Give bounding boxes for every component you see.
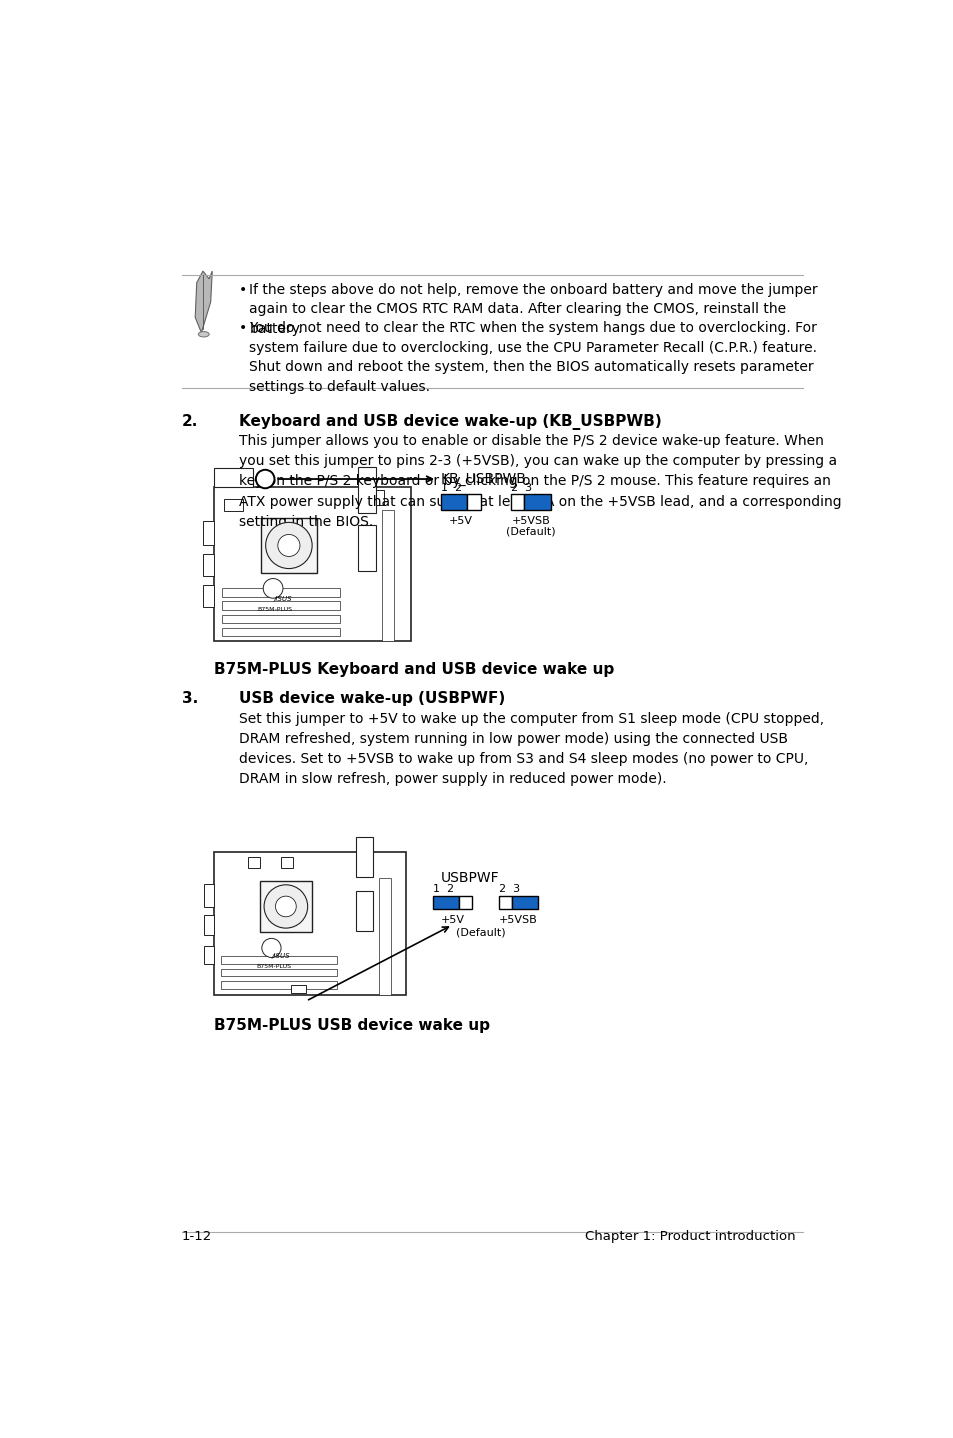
- Bar: [204, 884, 213, 906]
- Text: USB device wake-up (USBPWF): USB device wake-up (USBPWF): [239, 690, 505, 706]
- Text: Set this jumper to +5V to wake up the computer from S1 sleep mode (CPU stopped,
: Set this jumper to +5V to wake up the co…: [239, 712, 823, 785]
- Polygon shape: [195, 272, 212, 332]
- Bar: [355, 892, 373, 930]
- Text: +5VSB: +5VSB: [498, 915, 537, 925]
- Bar: [458, 896, 472, 909]
- Text: 2  3: 2 3: [498, 884, 519, 894]
- Text: B75M-PLUS: B75M-PLUS: [255, 963, 291, 969]
- Bar: [524, 495, 550, 510]
- Bar: [221, 981, 336, 989]
- Bar: [357, 525, 375, 571]
- Text: /ISUS: /ISUS: [273, 597, 292, 603]
- Bar: [291, 985, 306, 994]
- Text: B75M-PLUS USB device wake up: B75M-PLUS USB device wake up: [213, 1018, 489, 1032]
- Bar: [281, 857, 293, 869]
- Bar: [203, 585, 213, 607]
- Text: If the steps above do not help, remove the onboard battery and move the jumper
a: If the steps above do not help, remove t…: [249, 283, 818, 335]
- Bar: [221, 588, 340, 597]
- Circle shape: [263, 578, 283, 598]
- Circle shape: [277, 535, 299, 557]
- Circle shape: [261, 939, 281, 958]
- Bar: [381, 510, 394, 641]
- Text: 1-12: 1-12: [182, 1229, 213, 1242]
- Text: B75M-PLUS: B75M-PLUS: [257, 607, 292, 613]
- Bar: [261, 518, 316, 572]
- Bar: [440, 495, 467, 510]
- Bar: [213, 486, 411, 641]
- Text: This jumper allows you to enable or disable the P/S 2 device wake-up feature. Wh: This jumper allows you to enable or disa…: [239, 434, 841, 529]
- Bar: [467, 495, 480, 510]
- Bar: [498, 896, 512, 909]
- Bar: [203, 555, 213, 577]
- Text: 1  2: 1 2: [440, 483, 461, 493]
- Bar: [433, 896, 458, 909]
- Bar: [355, 837, 373, 877]
- Text: 1  2: 1 2: [433, 884, 454, 894]
- Bar: [223, 499, 243, 512]
- Text: +5V: +5V: [440, 915, 464, 925]
- Circle shape: [275, 896, 296, 917]
- Circle shape: [264, 884, 308, 928]
- Bar: [221, 627, 340, 636]
- Bar: [512, 896, 537, 909]
- Text: USBPWF: USBPWF: [440, 871, 499, 886]
- Text: 2.: 2.: [182, 414, 198, 429]
- Bar: [213, 469, 253, 486]
- Bar: [368, 490, 383, 505]
- Text: •: •: [239, 283, 248, 296]
- Text: /ISUS: /ISUS: [272, 953, 290, 959]
- Text: 3.: 3.: [182, 690, 198, 706]
- Bar: [357, 467, 375, 513]
- Bar: [378, 879, 390, 995]
- Ellipse shape: [198, 332, 209, 336]
- Text: 2  3: 2 3: [510, 483, 531, 493]
- Bar: [213, 853, 406, 995]
- Bar: [221, 969, 336, 976]
- Bar: [221, 614, 340, 623]
- Text: B75M-PLUS Keyboard and USB device wake up: B75M-PLUS Keyboard and USB device wake u…: [213, 663, 614, 677]
- Text: (Default): (Default): [505, 526, 555, 536]
- Bar: [221, 601, 340, 610]
- Circle shape: [265, 522, 312, 568]
- Circle shape: [255, 470, 274, 489]
- Text: You do not need to clear the RTC when the system hangs due to overclocking. For
: You do not need to clear the RTC when th…: [249, 321, 817, 394]
- Bar: [203, 521, 213, 545]
- Text: +5VSB: +5VSB: [511, 516, 550, 526]
- Text: Keyboard and USB device wake-up (KB_USBPWB): Keyboard and USB device wake-up (KB_USBP…: [239, 414, 661, 430]
- Bar: [221, 956, 336, 963]
- Bar: [248, 857, 259, 869]
- Bar: [204, 946, 213, 963]
- Text: •: •: [239, 321, 248, 335]
- Text: KB_USBPWB: KB_USBPWB: [440, 472, 526, 486]
- Text: (Default): (Default): [456, 928, 505, 938]
- Bar: [510, 495, 524, 510]
- Text: Chapter 1: Product introduction: Chapter 1: Product introduction: [584, 1229, 795, 1242]
- Bar: [259, 880, 312, 932]
- Text: +5V: +5V: [449, 516, 473, 526]
- Bar: [204, 915, 213, 935]
